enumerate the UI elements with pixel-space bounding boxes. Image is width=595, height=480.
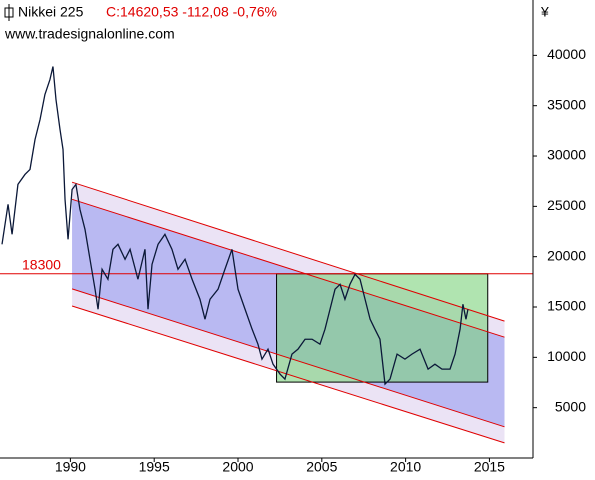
chart-title: Nikkei 225 — [18, 4, 84, 20]
y-tick-label: 25000 — [547, 197, 586, 213]
x-tick-label: 1995 — [139, 459, 170, 475]
x-tick-label: 2010 — [390, 459, 421, 475]
y-tick-label: 5000 — [555, 398, 586, 414]
x-tick-label: 2005 — [306, 459, 337, 475]
plot-area: 18300 — [0, 66, 533, 444]
source: www.tradesignalonline.com — [4, 26, 175, 42]
level-label: 18300 — [22, 256, 61, 272]
channel-line — [71, 288, 505, 428]
channel-line — [71, 198, 505, 338]
channel-line — [71, 305, 505, 444]
y-tick-label: 20000 — [547, 247, 586, 263]
channel-line — [71, 181, 505, 322]
y-tick-label: 15000 — [547, 298, 586, 314]
x-tick-label: 2000 — [222, 459, 253, 475]
price-line — [1, 66, 469, 386]
y-tick-label: 35000 — [547, 96, 586, 112]
range-box — [276, 273, 489, 383]
y-tick-label: 10000 — [547, 348, 586, 364]
x-tick-label: 2015 — [474, 459, 505, 475]
x-tick-label: 1990 — [55, 459, 86, 475]
quote: C:14620,53 -112,08 -0,76% — [106, 4, 277, 20]
y-tick-label: 40000 — [547, 46, 586, 62]
y-tick-label: 30000 — [547, 147, 586, 163]
y-unit: ¥ — [540, 4, 549, 20]
